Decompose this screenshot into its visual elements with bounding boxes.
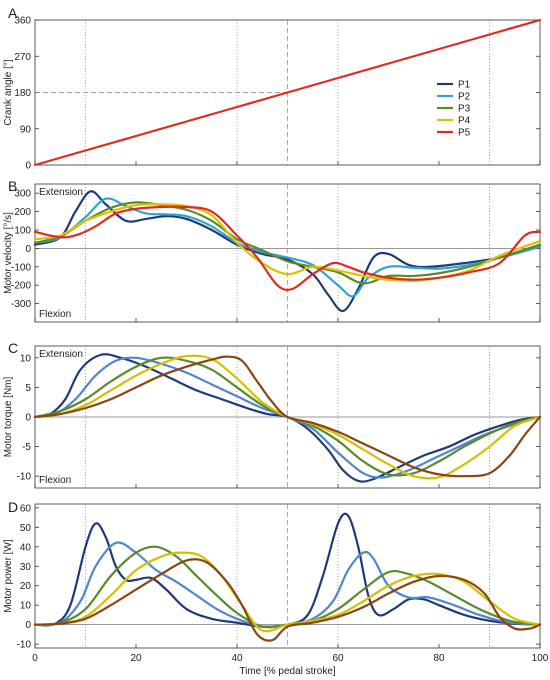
panel-d-ytick-label: 20 (20, 581, 32, 592)
panel-d-series-p5 (33, 558, 542, 642)
panel-d-ytick-label: 10 (20, 601, 32, 612)
panel-d-xtick-label: 40 (231, 653, 243, 664)
panel-b-ytick-label: -100 (11, 262, 31, 273)
panel-b-letter: B (8, 178, 17, 194)
panel-b-ytick-label: -200 (11, 281, 31, 292)
panel-c-letter: C (8, 340, 18, 356)
panel-a-ylabel: Crank angle [°] (3, 59, 14, 125)
panel-c-annotation-extension: Extension (39, 349, 83, 360)
panel-d-xtick-label: 100 (532, 653, 549, 664)
panel-d-ytick-label: 0 (25, 620, 31, 631)
panel-c-ytick-label: -5 (22, 442, 31, 453)
panel-a-ytick-label: 180 (14, 88, 31, 99)
panel-c-ytick-label: 5 (25, 383, 31, 394)
panel-b-annotation-flexion: Flexion (39, 309, 71, 320)
panel-a-series-p5 (33, 18, 542, 167)
legend-label-p5: P5 (458, 128, 471, 139)
panel-c-annotation-flexion: Flexion (39, 475, 71, 486)
panel-a-ytick-label: 270 (14, 52, 31, 63)
panel-c-ylabel: Motor torque [Nm] (3, 376, 14, 457)
legend-label-p3: P3 (458, 104, 471, 115)
panel-a-letter: A (8, 5, 18, 21)
panel-b-ytick-label: 100 (14, 226, 31, 237)
panel-b-series-p5 (33, 205, 542, 291)
panel-b-ytick-label: 200 (14, 207, 31, 218)
panel-d-ytick-label: 60 (20, 503, 32, 514)
panel-d-ytick-label: 40 (20, 542, 32, 553)
panel-b-ytick-label: 0 (25, 244, 31, 255)
panel-c-ytick-label: -10 (17, 472, 32, 483)
legend-label-p2: P2 (458, 92, 471, 103)
legend-label-p4: P4 (458, 116, 471, 127)
panel-c-ytick-label: 10 (20, 353, 32, 364)
panel-d-ytick-label: 30 (20, 562, 32, 573)
legend-label-p1: P1 (458, 80, 471, 91)
panel-d-xtick-label: 80 (433, 653, 445, 664)
panel-a-ytick-label: 360 (14, 16, 31, 27)
panel-a-ytick-label: 0 (25, 161, 31, 172)
panel-d-ytick-label: -10 (17, 640, 32, 651)
panel-b-ytick-label: 300 (14, 189, 31, 200)
panel-d-ytick-label: 50 (20, 523, 32, 534)
panel-d-xtick-label: 60 (332, 653, 344, 664)
panel-a-ytick-label: 90 (20, 124, 32, 135)
panel-b-series-p3 (33, 201, 542, 285)
panel-b-ytick-label: -300 (11, 299, 31, 310)
panel-d-series-p3 (33, 545, 542, 629)
panel-d-xtick-label: 20 (130, 653, 142, 664)
panel-b-ylabel: Motor velocity [°/s] (3, 212, 14, 294)
panel-d-xtick-label: 0 (32, 653, 38, 664)
panel-b-annotation-extension: Extension (39, 187, 83, 198)
panel-c-series-p5 (33, 355, 542, 478)
panel-d-ylabel: Motor power [W] (3, 539, 14, 613)
panel-c-ytick-label: 0 (25, 413, 31, 424)
panel-d-xlabel: Time [% pedal stroke] (239, 666, 336, 677)
panel-d-letter: D (8, 499, 18, 515)
